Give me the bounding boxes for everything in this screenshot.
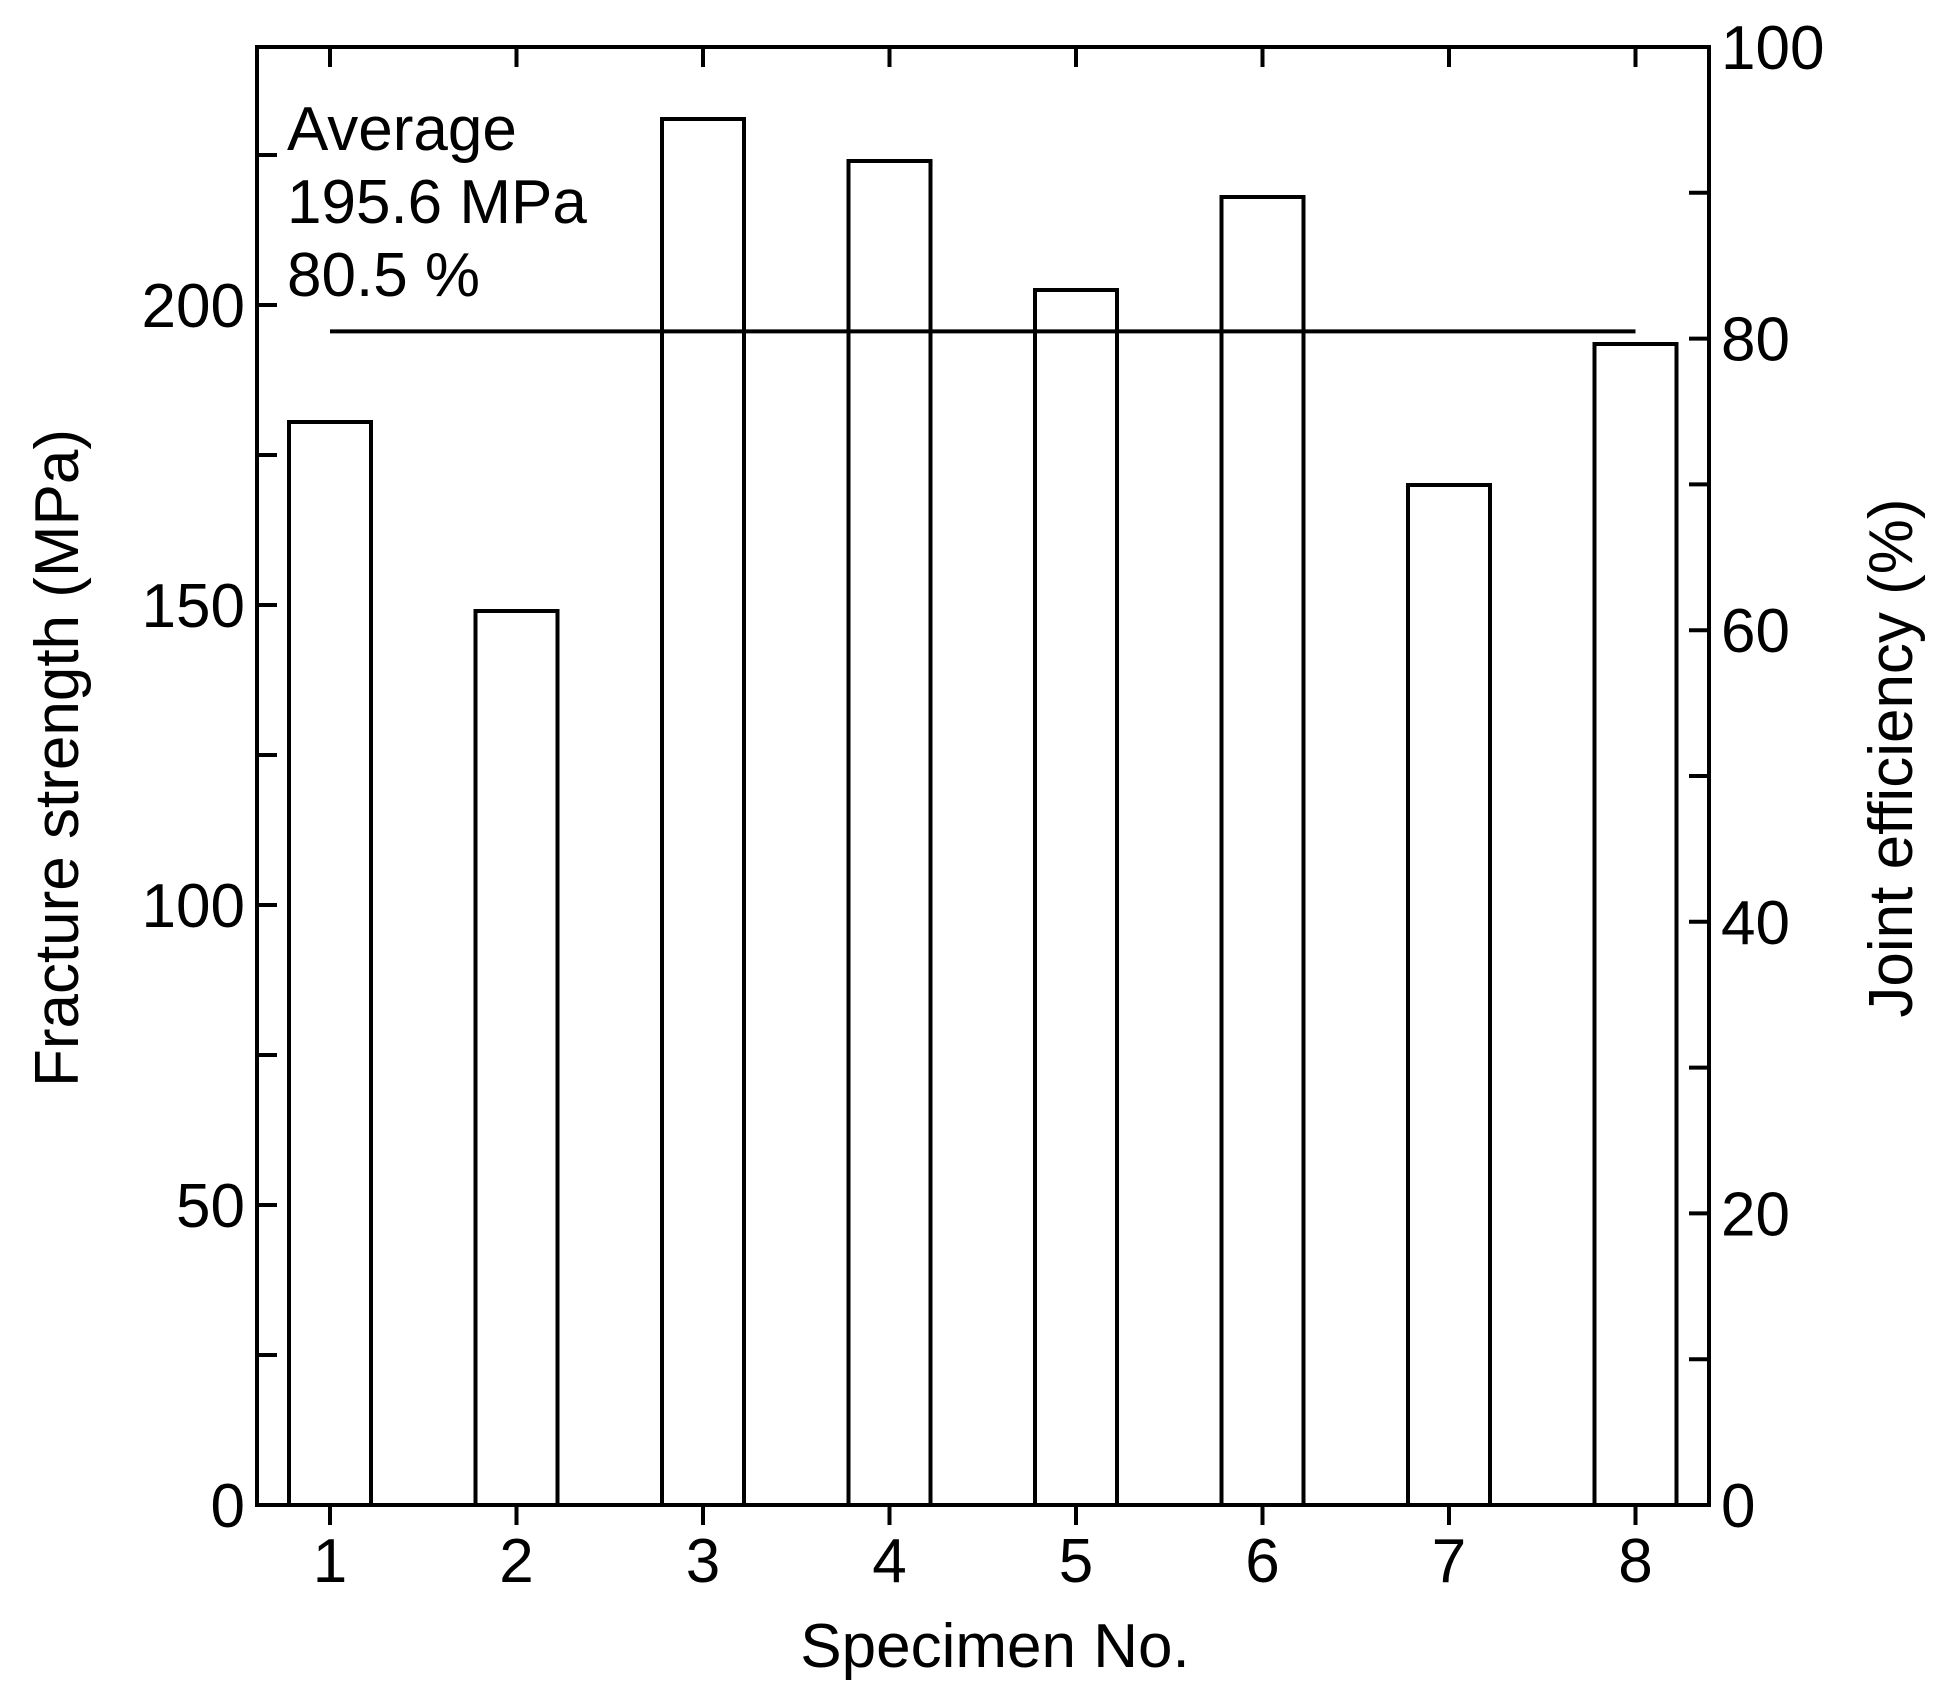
x-axis-title: Specimen No.: [800, 1612, 1189, 1681]
average-annotation-line: Average: [287, 95, 517, 164]
y2-tick-label: 40: [1721, 889, 1790, 958]
y2-tick-label: 100: [1721, 14, 1824, 83]
x-tick-label: 3: [686, 1527, 720, 1596]
bar-specimen-6: [1219, 195, 1306, 1507]
bar-specimen-7: [1406, 483, 1492, 1507]
y2-axis-title: Joint efficiency (%): [1857, 498, 1926, 1017]
bar-specimen-1: [287, 420, 373, 1507]
bar-specimen-8: [1592, 342, 1679, 1507]
bar-specimen-2: [473, 609, 560, 1507]
y-axis-title: Fracture strength (MPa): [23, 429, 92, 1087]
x-tick-label: 1: [313, 1527, 347, 1596]
y2-tick-label: 60: [1721, 597, 1790, 666]
y-tick-label: 50: [176, 1172, 245, 1241]
average-annotation-line: 80.5 %: [287, 241, 480, 310]
bar-specimen-4: [846, 159, 933, 1507]
bar-specimen-3: [660, 117, 746, 1507]
y2-tick-label: 80: [1721, 306, 1790, 375]
x-tick-label: 8: [1618, 1527, 1652, 1596]
average-annotation-line: 195.6 MPa: [287, 168, 587, 237]
y-tick-label: 100: [142, 872, 245, 941]
y-tick-label: 0: [211, 1472, 245, 1541]
x-tick-label: 2: [499, 1527, 533, 1596]
y-tick-label: 200: [142, 272, 245, 341]
y-tick-label: 150: [142, 572, 245, 641]
x-tick-label: 6: [1245, 1527, 1279, 1596]
x-tick-label: 5: [1059, 1527, 1093, 1596]
bar-specimen-5: [1033, 288, 1119, 1507]
y2-tick-label: 20: [1721, 1180, 1790, 1249]
bars-group: [287, 117, 1679, 1507]
y2-tick-label: 0: [1721, 1472, 1755, 1541]
x-tick-label: 4: [872, 1527, 906, 1596]
ticks-group: 0 50 100 150 200 0 20 40 60 80 100 1 2 3 4 5 6 7 8: [142, 14, 1825, 1596]
x-tick-label: 7: [1432, 1527, 1466, 1596]
